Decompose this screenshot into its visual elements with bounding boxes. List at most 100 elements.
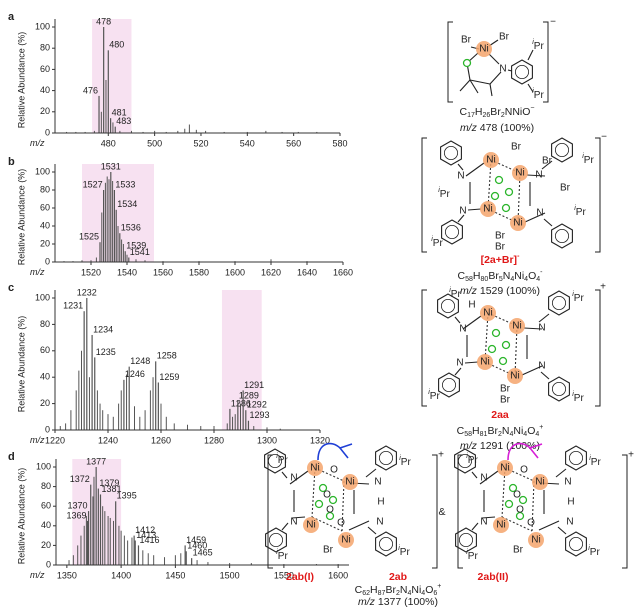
bond [464,361,479,364]
o-atom [314,499,324,509]
atom-label: Br [495,231,506,242]
atom-label: N [536,208,543,219]
ni-atom [483,152,499,168]
y-tick-label: 100 [36,461,51,471]
benzene-ring [440,140,462,166]
benzene-ring [569,450,584,465]
bond [454,316,461,324]
benzene-ring [375,445,397,471]
bond [489,71,502,85]
atom-label: iPr [572,291,584,303]
bond [469,79,479,94]
atom-label: Ni [341,535,350,546]
atom-label: iPr [588,545,600,557]
benzene-ring [455,527,477,553]
bond [521,365,543,376]
atom-label: iPr [431,236,443,248]
atom-label: H [377,497,384,508]
peak-label: 1460 [187,541,207,551]
bond [289,470,309,485]
benzene-ring [444,224,459,239]
y-tick-label: 100 [35,292,50,302]
peak-label: 1372 [70,474,90,484]
bracket [595,137,601,253]
atom-label: N [459,324,466,335]
compound-name: 2ab [389,571,407,583]
bond [281,522,289,531]
benzene-ring [457,453,472,468]
bond [479,470,499,485]
y-axis-label: Relative Abundance (%) [16,316,26,413]
o-atom [498,356,508,366]
bond [487,159,492,210]
o-atom [328,495,338,505]
benzene-ring [443,145,458,160]
y-tick-label: 60 [41,501,51,511]
atom-label: Ni [512,321,521,332]
atom-label: N [499,64,506,75]
bond [367,526,377,535]
ni-atom [493,517,509,533]
y-tick-label: 60 [40,345,50,355]
peak-label: 481 [112,108,127,118]
atom-label: N [566,517,573,528]
peak-label: 1234 [93,324,113,334]
peak-label: 1534 [117,199,137,209]
bracket [432,454,438,569]
atom-label: N [459,206,466,217]
peak-label: 1381 [101,484,121,494]
ni-atom [512,165,528,181]
atom-label: + [438,450,444,461]
atom-label: N [538,323,545,334]
peak-label: 1465 [193,548,213,558]
peak-label: 1231 [63,301,83,311]
bond [527,83,534,93]
benzene-ring [551,223,573,249]
benzene-ring [454,448,476,474]
peak-label: 1413 [136,530,156,540]
y-tick-label: 80 [41,481,51,491]
bond [540,371,550,380]
benzene-ring [441,219,463,245]
benzene-ring [438,372,460,398]
atom-label: H [468,300,475,311]
bond [555,468,567,478]
benzene-ring [378,450,393,465]
panel-label: d [8,451,15,463]
benzene-ring [440,298,455,313]
atom-label: N [538,361,545,372]
x-tick-label: 1320 [310,435,330,445]
atom-label: iPr [449,287,461,299]
carbonyl [529,443,543,449]
atom-label: Ni [496,520,505,531]
atom-label: Br [323,545,334,556]
atom-label: O [323,490,331,501]
o-atom [490,191,500,201]
x-tick-label: 480 [101,138,116,148]
x-tick-label: 1350 [57,570,77,580]
x-tick-label: 1600 [225,267,245,277]
x-axis-label: m/z [30,138,45,148]
x-axis-label: m/z [30,570,45,580]
atom-label: iPr [589,455,601,467]
benzene-ring [565,531,587,557]
ni-atom [477,354,493,370]
bond [538,313,550,323]
benzene-ring [555,228,570,243]
o-atom [501,340,511,350]
bracket [622,454,628,569]
peak-label: 1525 [79,232,99,242]
mz-label: m/z 1291 (100%) [460,440,540,452]
y-tick-label: 80 [40,184,50,194]
x-tick-label: 1450 [165,570,185,580]
bond [543,218,553,227]
atom-label: − [601,132,607,143]
conjunction: & [438,506,445,518]
bond [348,520,370,531]
atom-label: iPr [438,187,450,199]
bracket [267,454,273,569]
peak-label: 1412 [135,525,155,535]
y-tick-label: 60 [40,64,50,74]
bond [557,526,567,535]
peak-label: 1527 [83,179,103,189]
